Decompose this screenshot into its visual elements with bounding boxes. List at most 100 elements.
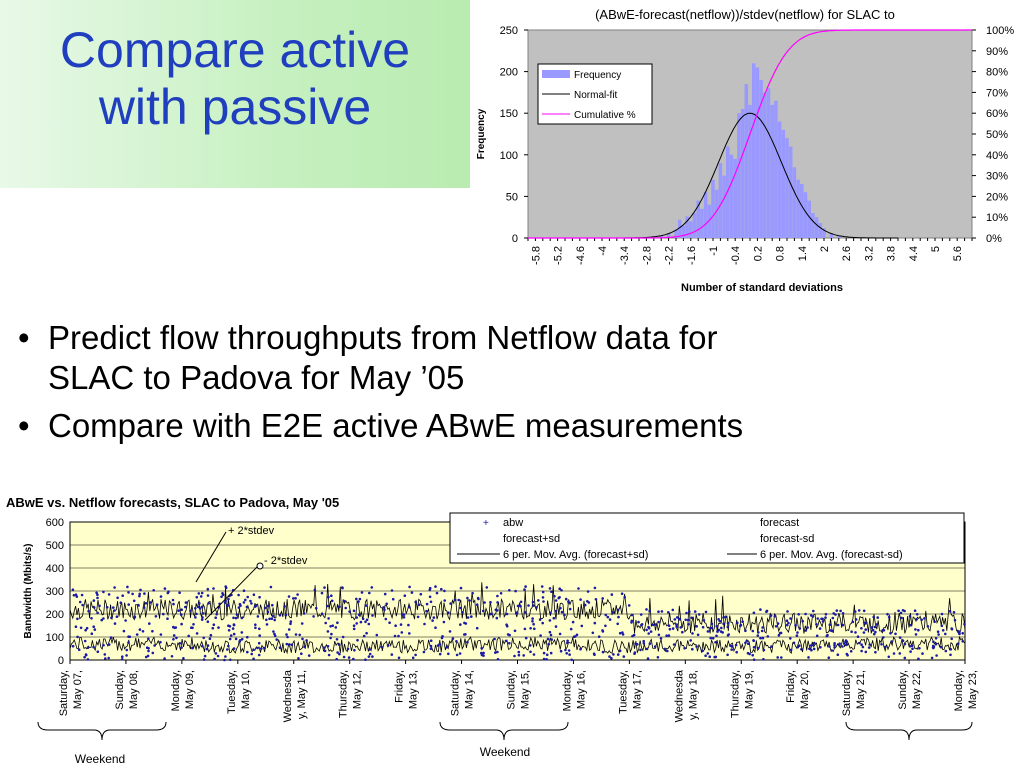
- abw-point: [85, 626, 89, 630]
- abw-point: [212, 623, 216, 626]
- x-tick-label-line2: May 07,: [72, 670, 84, 709]
- abw-point: [96, 611, 99, 615]
- abw-point: [617, 615, 620, 619]
- x-tick-label-line2: May 22,: [911, 670, 923, 709]
- abw-point: [201, 616, 204, 619]
- x-tick-label-line2: May 19,: [743, 670, 755, 709]
- abw-point: [808, 647, 811, 651]
- abw-point: [586, 590, 590, 593]
- abw-point: [244, 598, 247, 602]
- abw-point: [842, 642, 846, 645]
- abw-point: [447, 652, 450, 656]
- abw-point: [258, 634, 262, 637]
- legend-swatch-frequency: [542, 70, 570, 78]
- x-tick-label-line2: May 10,: [240, 670, 252, 709]
- abw-point: [620, 592, 624, 595]
- histogram-bar: [755, 67, 760, 238]
- abw-point: [336, 621, 339, 624]
- abw-point: [531, 617, 534, 620]
- abw-point: [151, 651, 155, 655]
- abw-point: [547, 642, 551, 646]
- abw-point: [854, 618, 858, 621]
- abw-point: [778, 631, 782, 635]
- abw-point: [147, 637, 150, 641]
- abw-point: [290, 643, 294, 647]
- abw-point: [833, 642, 836, 645]
- x-tick-label: 3.2: [863, 246, 875, 261]
- abw-point: [201, 644, 204, 648]
- abw-point: [828, 623, 832, 627]
- histogram-bar: [666, 233, 671, 238]
- abw-point: [286, 635, 289, 639]
- abw-point: [180, 622, 183, 626]
- abw-point: [950, 627, 954, 631]
- chart-title: ABwE vs. Netflow forecasts, SLAC to Pado…: [6, 495, 339, 510]
- abw-point: [746, 651, 750, 655]
- abw-point: [632, 633, 636, 637]
- abw-point: [645, 608, 648, 611]
- abw-point: [234, 616, 238, 620]
- abw-point: [559, 606, 562, 610]
- abw-point: [606, 615, 610, 619]
- abw-point: [189, 609, 192, 613]
- abw-point: [630, 621, 633, 624]
- abw-point: [657, 633, 661, 637]
- abw-point: [388, 621, 391, 624]
- abw-point: [84, 628, 87, 632]
- abw-point: [516, 604, 520, 608]
- abw-point: [729, 644, 732, 648]
- legend-box: [449, 512, 965, 564]
- abw-point: [77, 648, 81, 651]
- abw-point: [640, 623, 643, 627]
- abw-point: [523, 588, 526, 591]
- abw-point: [710, 622, 714, 626]
- abw-point: [567, 601, 571, 604]
- y2-tick-label: 50%: [986, 129, 1008, 141]
- abw-point: [597, 635, 601, 638]
- abw-point: [383, 592, 387, 596]
- x-tick-label-line1: Saturday,: [841, 670, 853, 716]
- abw-point: [329, 625, 332, 628]
- abw-point: [113, 609, 116, 612]
- abw-point: [414, 653, 417, 657]
- x-tick-label-line2: May 09,: [184, 670, 196, 709]
- abw-point: [751, 629, 755, 633]
- histogram-bar: [677, 219, 682, 238]
- abw-point: [646, 657, 650, 660]
- abw-point: [645, 647, 649, 651]
- y2-tick-label: 90%: [986, 46, 1008, 58]
- abw-point: [608, 618, 612, 621]
- abw-point: [199, 595, 203, 598]
- abw-point: [263, 606, 267, 610]
- abw-point: [133, 615, 136, 618]
- y-tick-label: 300: [46, 586, 64, 598]
- slide-title-line1: Compare active: [59, 22, 411, 78]
- abw-point: [887, 655, 891, 659]
- abw-point: [325, 604, 329, 608]
- x-tick-label: -1.6: [686, 246, 698, 265]
- abw-point: [717, 628, 721, 632]
- abw-point: [326, 630, 330, 633]
- abw-point: [149, 601, 152, 604]
- histogram-bar: [729, 154, 734, 238]
- abw-point: [336, 651, 339, 654]
- abw-point: [385, 602, 389, 606]
- abw-point: [548, 619, 552, 622]
- abw-point: [477, 597, 480, 601]
- abw-point: [471, 591, 474, 595]
- abw-point: [720, 626, 723, 630]
- abw-point: [240, 631, 244, 634]
- abw-point: [816, 617, 819, 620]
- abw-point: [407, 623, 410, 627]
- abw-point: [314, 606, 318, 610]
- abw-point: [104, 657, 107, 660]
- abw-point: [342, 599, 346, 603]
- histogram-bar: [714, 189, 719, 238]
- abw-point: [226, 648, 229, 651]
- legend-label-mov-avg-minus: 6 per. Mov. Avg. (forecast-sd): [760, 549, 903, 561]
- abw-point: [870, 626, 873, 629]
- abw-point: [163, 587, 167, 590]
- abw-point: [776, 622, 780, 625]
- histogram-bar: [785, 138, 789, 238]
- abw-point: [908, 614, 912, 618]
